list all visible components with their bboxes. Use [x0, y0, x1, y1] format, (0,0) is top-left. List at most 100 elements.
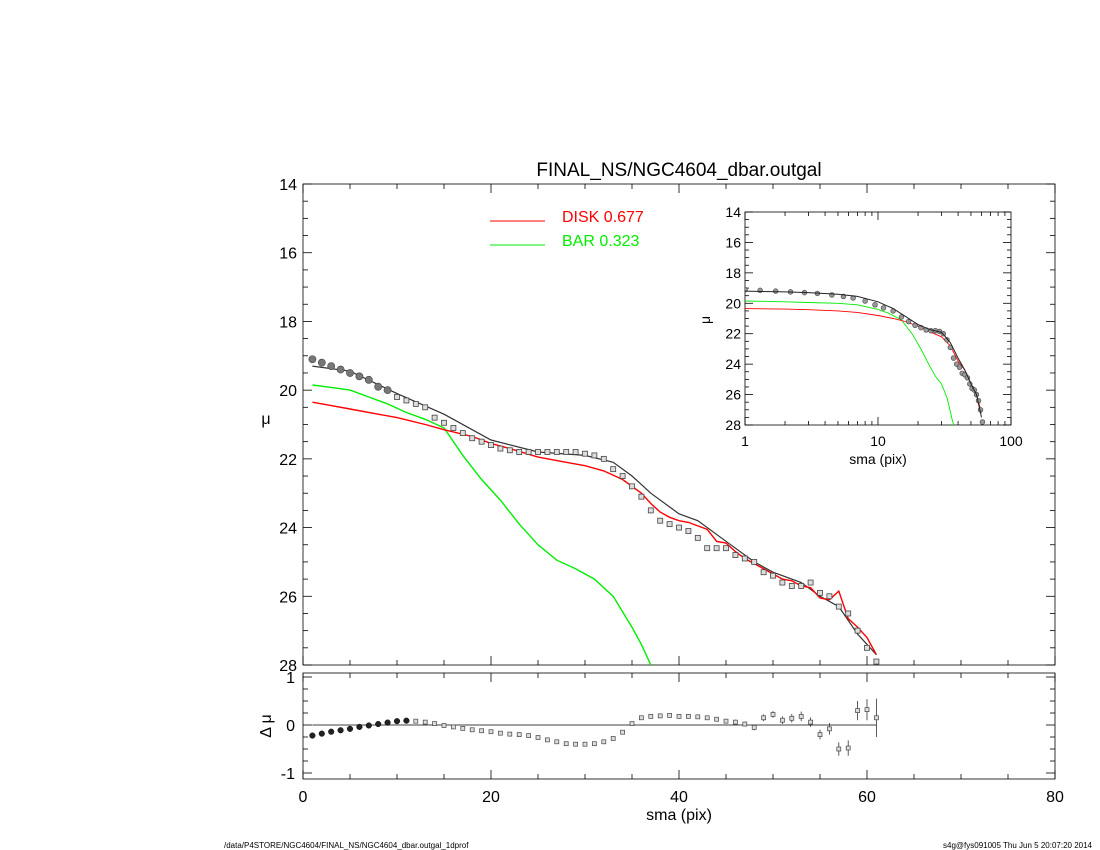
resid-point [827, 726, 832, 732]
inset-panel: 14 16 18 20 22 24 26 281 10 100 sma (pix) μ [697, 204, 1023, 467]
main-panel: 14 16 18 20 22 24 26 28 μ DISK 0.677 BAR 0.323 [261, 177, 1056, 675]
resid-point [365, 722, 372, 729]
data-point [535, 449, 541, 455]
inset-data-point [905, 318, 912, 325]
plot-title: FINAL_NS/NGC4604_dbar.outgal [536, 160, 821, 181]
data-point [572, 449, 579, 455]
data-point [403, 397, 410, 404]
resid-ytick-label: 1 [286, 670, 295, 687]
data-point [317, 358, 326, 367]
data-point [788, 583, 795, 589]
data-point [638, 493, 645, 500]
data-point [563, 449, 570, 455]
resid-point [328, 728, 335, 735]
main-ytick-label: 18 [279, 314, 297, 331]
resid-point [723, 718, 729, 724]
resid-point [346, 725, 354, 732]
footer-file-path: /data/P4STORE/NGC4604/FINAL_NS/NGC4604_d… [224, 841, 469, 850]
data-point [704, 545, 711, 552]
data-point [441, 419, 447, 426]
resid-point [874, 715, 879, 721]
data-point [713, 545, 720, 552]
resid-point [714, 716, 719, 722]
data-point [506, 447, 513, 454]
data-point [864, 644, 870, 651]
resid-point [469, 727, 475, 733]
resid-point [498, 730, 503, 736]
resid-ytick-label: 0 [286, 718, 295, 735]
resid-point [780, 717, 785, 723]
inset-data-point [829, 292, 835, 298]
data-point [798, 583, 805, 589]
inset-data-point [772, 288, 779, 294]
resid-point [403, 717, 410, 724]
resid-point [761, 715, 766, 721]
data-point [770, 572, 776, 579]
resid-point [798, 714, 804, 719]
resid-point [545, 737, 550, 743]
data-point [741, 555, 748, 562]
data-point [600, 455, 607, 462]
data-point [488, 442, 494, 449]
inset-xtick-label: 100 [999, 433, 1023, 449]
main-ylabel: μ [261, 411, 270, 428]
inset-data-point [950, 355, 957, 361]
data-point [854, 627, 861, 634]
main-ytick-label: 26 [279, 589, 297, 606]
main-ytick-label: 16 [279, 246, 297, 263]
data-point [723, 545, 729, 552]
disk-component-line [312, 401, 878, 656]
inset-ytick-label: 16 [725, 234, 741, 250]
resid-frame [302, 672, 1056, 780]
resid-point [610, 736, 616, 741]
data-point [657, 517, 664, 524]
data-point [629, 483, 635, 490]
data-point [412, 400, 419, 407]
resid-point [704, 715, 710, 721]
footer-timestamp: s4g@fys091005 Thu Jun 5 20:07:20 2014 [943, 841, 1092, 850]
main-plot-area [308, 355, 880, 665]
main-ytick-label: 20 [279, 383, 297, 400]
data-point [751, 559, 758, 565]
resid-plot-area [309, 698, 879, 756]
resid-point [676, 714, 682, 719]
resid-point [657, 713, 663, 719]
resid-xtick-label: 60 [858, 789, 876, 806]
data-point [591, 452, 598, 459]
resid-point [695, 714, 701, 720]
resid-point [356, 723, 363, 730]
data-point [544, 449, 551, 455]
resid-xtick-label: 0 [299, 789, 308, 806]
resid-point [620, 729, 625, 735]
resid-point [554, 739, 560, 745]
resid-point [384, 719, 391, 726]
resid-point [309, 732, 316, 739]
resid-point [742, 721, 748, 727]
resid-point [836, 746, 842, 752]
data-point [779, 579, 786, 586]
data-point [619, 473, 626, 479]
inset-ytick-label: 20 [725, 295, 741, 311]
inset-ytick-label: 24 [725, 356, 741, 372]
data-point [610, 466, 617, 473]
main-ytick-label: 14 [279, 177, 297, 194]
data-point [383, 386, 392, 395]
inset-background [745, 212, 1011, 425]
legend-label-bar: BAR 0.323 [562, 233, 639, 250]
data-point [817, 589, 823, 596]
inset-ytick-label: 26 [725, 387, 741, 403]
inset-data-point [880, 305, 887, 311]
resid-point [535, 735, 541, 740]
resid-point [733, 719, 738, 725]
data-point [845, 610, 852, 617]
resid-point [507, 731, 513, 737]
inset-total-line [745, 290, 982, 418]
resid-point [337, 727, 344, 734]
resid-point [629, 721, 635, 726]
resid-point [563, 741, 569, 747]
inset-xtick-label: 1 [741, 433, 749, 449]
data-point [308, 355, 317, 364]
data-point [478, 438, 485, 445]
